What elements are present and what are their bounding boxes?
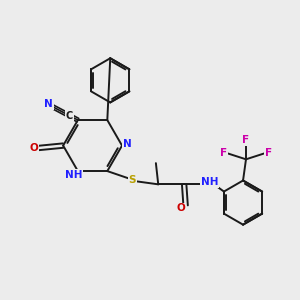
Text: F: F — [242, 135, 250, 145]
Text: NH: NH — [201, 177, 218, 187]
Text: NH: NH — [65, 169, 82, 180]
Text: C: C — [66, 111, 73, 121]
Text: F: F — [265, 148, 272, 158]
Text: S: S — [129, 175, 136, 185]
Text: F: F — [220, 148, 227, 158]
Text: O: O — [176, 203, 185, 214]
Text: N: N — [123, 139, 132, 149]
Text: N: N — [44, 100, 53, 110]
Text: O: O — [30, 143, 39, 153]
